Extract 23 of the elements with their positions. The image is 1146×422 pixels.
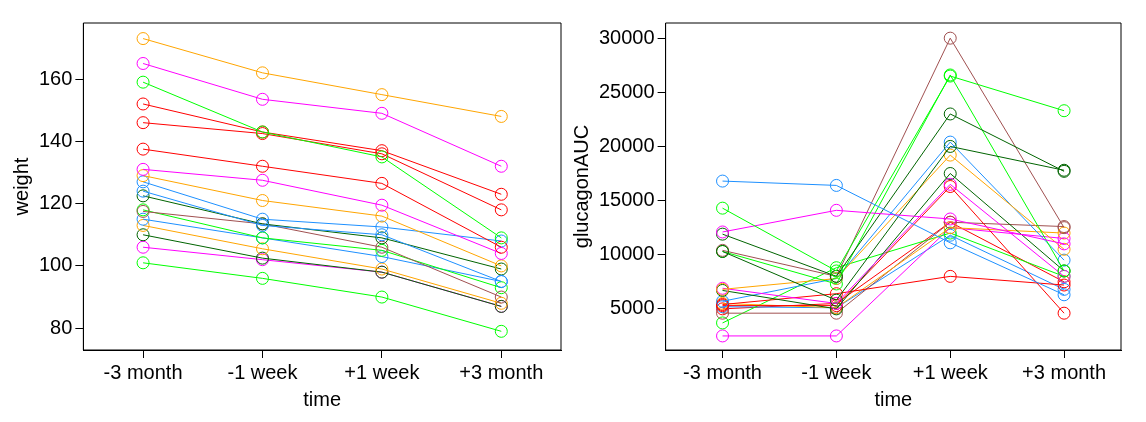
- y-tick-label: 20000: [598, 133, 655, 156]
- y-tick-label: 30000: [598, 25, 655, 48]
- y-tick-label: 10000: [598, 242, 655, 265]
- y-tick-label: 5000: [610, 296, 655, 319]
- x-axis-title: time: [303, 387, 342, 410]
- y-tick-label: 15000: [598, 188, 655, 211]
- y-tick-label: 100: [38, 253, 73, 276]
- x-axis-title: time: [874, 387, 913, 410]
- y-axis-title: weight: [9, 157, 32, 217]
- x-tick-label: +3 month: [1022, 360, 1107, 383]
- x-tick-label: -1 week: [801, 360, 873, 383]
- x-tick-label: -3 month: [683, 360, 763, 383]
- y-tick-label: 160: [38, 66, 73, 89]
- x-tick-label: +1 week: [912, 360, 989, 383]
- y-tick-label: 140: [38, 128, 73, 151]
- y-tick-label: 80: [50, 315, 73, 338]
- y-tick-label: 25000: [598, 79, 655, 102]
- y-tick-label: 120: [38, 191, 73, 214]
- x-tick-label: +3 month: [459, 360, 544, 383]
- x-tick-label: -1 week: [227, 360, 299, 383]
- x-tick-label: -3 month: [103, 360, 183, 383]
- y-axis-title: glucagonAUC: [569, 124, 592, 249]
- x-tick-label: +1 week: [344, 360, 421, 383]
